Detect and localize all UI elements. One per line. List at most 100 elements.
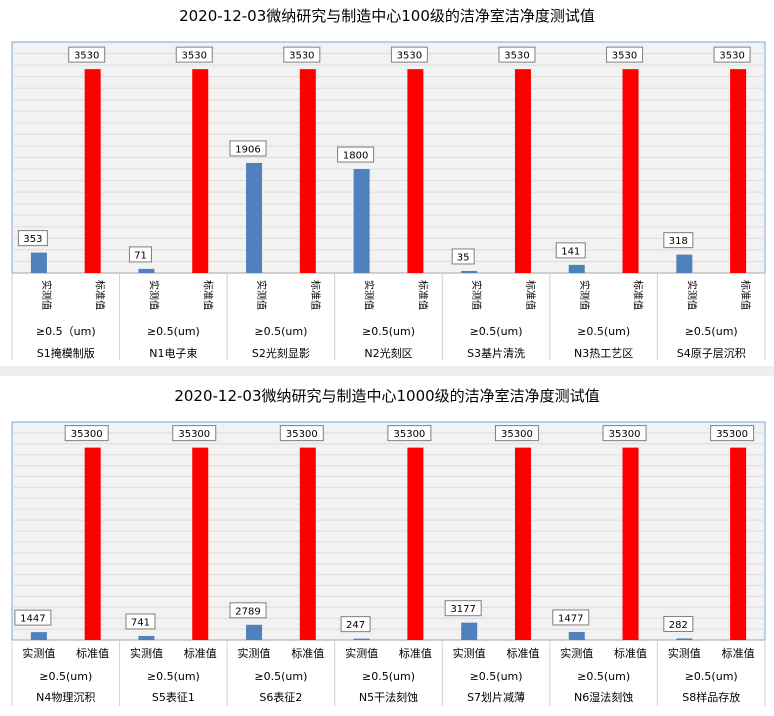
data-label-box [713,46,751,63]
area-label: S3基片清洗 [467,347,525,360]
chart-1000-class: 1447 实测值 35300 标准值 ≥0.5(um) N4物理沉积 741 实测值 35300… [11,421,766,706]
data-label-box [387,425,432,442]
series-tick-label: 实测值 [40,280,53,310]
bar-measured [676,254,693,273]
data-label-box [279,425,324,442]
series-tick-label: 标准值 [201,280,214,310]
area-label: S2光刻显影 [252,346,310,360]
particle-size-label: ≥0.5(um) [147,325,200,338]
series-tick-label: 标准值 [739,280,752,310]
data-label: 282 [669,620,688,631]
data-label-box [552,609,590,626]
series-tick-label: 标准值 [524,280,537,310]
bar-standard [622,69,639,273]
data-label-box [710,425,755,442]
series-tick-label: 实测值 [470,280,483,310]
series-tick-label: 标准值 [416,280,429,310]
data-label: 35300 [178,429,210,440]
data-label-box [555,242,586,259]
data-label-box [17,230,48,247]
area-label: N6湿法刻蚀 [574,690,633,704]
series-tick-label: 标准值 [291,646,324,660]
bar-standard [299,447,316,640]
data-label-box [390,46,428,63]
area-label: N2光刻区 [364,346,412,360]
series-tick-label: 标准值 [76,646,109,660]
data-label: 35 [457,252,470,263]
data-label: 3530 [289,51,314,62]
particle-size-label: ≥0.5(um) [147,670,200,683]
data-label-box [172,425,217,442]
data-label-box [128,246,152,263]
area-label: S8样品存放 [682,690,740,704]
data-label: 35300 [501,429,533,440]
series-tick-label: 实测值 [130,646,163,660]
data-label-box [283,46,321,63]
bar-standard [514,69,531,273]
data-label: 741 [131,617,150,628]
series-tick-label: 标准值 [309,280,322,310]
data-label-box [337,146,375,163]
area-label: N1电子束 [149,347,197,360]
bar-standard [192,447,209,640]
area-label: S5表征1 [152,690,195,704]
data-label: 141 [561,246,580,257]
data-label: 35300 [609,429,641,440]
particle-size-label: ≥0.5(um) [577,670,630,683]
bar-measured [568,264,585,273]
data-label: 1477 [558,613,583,624]
particle-size-label: ≥0.5(um) [577,325,630,338]
area-label: N5干法刻蚀 [359,690,418,704]
series-tick-label: 标准值 [722,646,755,660]
bar-standard [192,69,209,273]
data-label-box [602,425,647,442]
data-label: 3530 [74,51,99,62]
data-label: 3530 [612,51,637,62]
bar-standard [84,69,101,273]
bar-measured [246,162,263,273]
series-tick-label: 实测值 [238,646,271,660]
area-label: S1掩模制版 [37,346,95,360]
data-label-box [125,613,156,630]
data-label-box [606,46,644,63]
data-label-box [64,425,109,442]
particle-size-label: ≥0.5(um) [470,670,523,683]
data-label: 3177 [450,604,475,615]
data-label: 353 [23,234,42,245]
bar-standard [622,447,639,640]
data-label-box [663,615,694,632]
series-tick-label: 标准值 [506,646,539,660]
series-tick-label: 标准值 [184,646,217,660]
series-tick-label: 实测值 [22,646,55,660]
bar-measured [30,252,47,273]
chart-title-1000: 2020-12-03微纳研究与制造中心1000级的洁净室洁净度测试值 [174,387,600,405]
data-label: 1800 [343,151,368,162]
data-label-box [444,600,482,617]
bar-measured [461,622,478,640]
bar-measured [30,632,47,640]
series-tick-label: 实测值 [345,646,378,660]
data-label: 35300 [286,429,318,440]
data-label: 318 [669,236,688,247]
data-label-box [498,46,536,63]
series-tick-label: 标准值 [632,280,645,310]
data-label: 3530 [397,51,422,62]
data-label: 1906 [235,144,260,155]
data-label-box [14,609,52,626]
particle-size-label: ≥0.5(um) [470,325,523,338]
particle-size-label: ≥0.5(um) [39,670,92,683]
data-label-box [175,46,213,63]
bar-measured [353,638,370,640]
data-label: 35300 [393,429,425,440]
area-label: S6表征2 [259,690,302,704]
bar-measured [138,635,155,640]
data-label: 35300 [716,429,748,440]
particle-size-label: ≥0.5(um) [362,670,415,683]
chart-100-class: 353 实测值 3530 标准值 ≥0.5（um) S1掩模制版 71 实测值 3530 标准值 ≥… [11,41,766,360]
bar-measured [246,624,263,640]
series-tick-label: 标准值 [614,646,647,660]
data-label: 3530 [182,51,207,62]
particle-size-label: ≥0.5(um) [254,325,307,338]
series-tick-label: 标准值 [399,646,432,660]
particle-size-label: ≥0.5(um) [254,670,307,683]
